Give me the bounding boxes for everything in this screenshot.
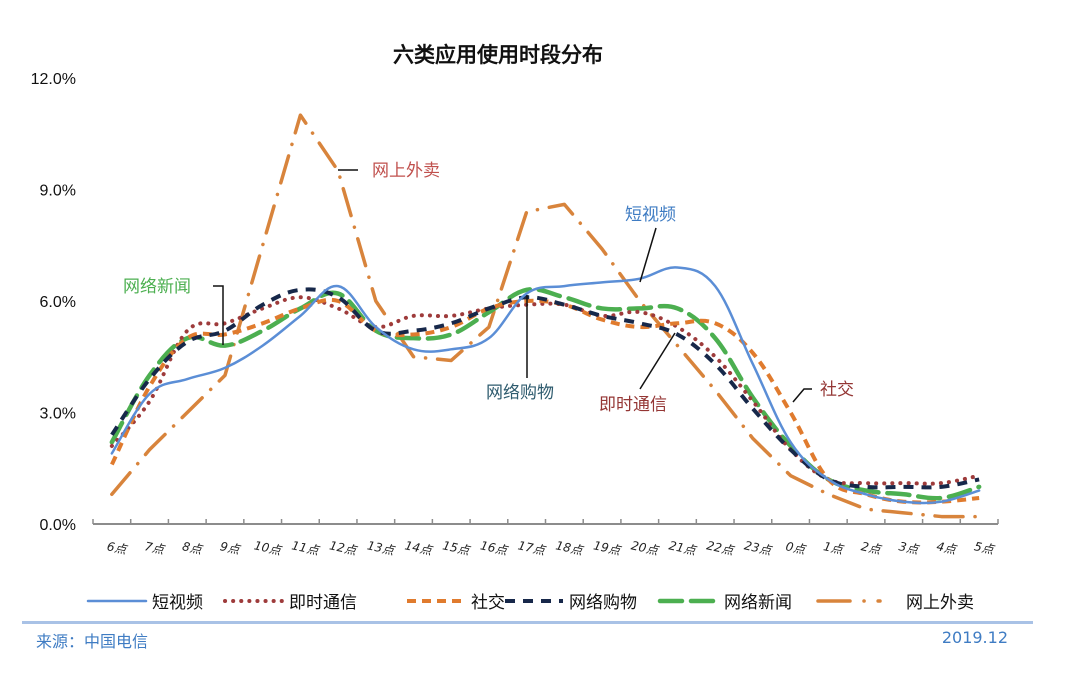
x-tick-label: 13点 (366, 538, 398, 558)
footer-divider (22, 621, 1033, 624)
y-axis: 0.0% 3.0% 6.0% 9.0% 12.0% (31, 71, 76, 534)
annotation-label: 短视频 (625, 205, 676, 225)
y-tick-label: 3.0% (40, 406, 76, 423)
series-line (110, 266, 981, 505)
annotation-label: 网络购物 (486, 383, 554, 403)
annotation-leader-line (639, 332, 676, 390)
x-tick-label: 21点 (668, 538, 700, 558)
x-tick-label: 8点 (181, 539, 205, 557)
x-tick-label: 9点 (219, 539, 243, 557)
x-tick-label: 16点 (479, 538, 511, 558)
x-axis: 6点 7点 8点 9点 10点 11点 12点 13点 14点 15点 16点 17点 18点 19点 20… (92, 519, 999, 558)
legend-label: 社交 (471, 593, 505, 613)
series-line (110, 113, 981, 519)
legend-label: 即时通信 (289, 593, 357, 613)
x-tick-label: 14点 (404, 538, 436, 558)
date-label: 2019.12 (941, 628, 1008, 647)
x-tick-label: 17点 (517, 538, 549, 558)
x-tick-label: 23点 (743, 538, 775, 558)
y-tick-label: 9.0% (40, 183, 76, 200)
x-tick-label: 3点 (897, 539, 921, 557)
x-tick-label: 18点 (554, 538, 586, 558)
source-label: 来源：中国电信 (36, 632, 149, 651)
legend-label: 短视频 (152, 593, 203, 613)
annotation-label: 即时通信 (599, 395, 667, 415)
annotation-label: 网上外卖 (372, 161, 440, 181)
x-tick-label: 10点 (253, 538, 285, 558)
chart-title: 六类应用使用时段分布 (393, 43, 603, 67)
x-tick-label: 1点 (822, 539, 846, 557)
x-tick-label: 2点 (860, 539, 884, 557)
y-tick-label: 6.0% (40, 294, 76, 311)
x-tick-label: 12点 (328, 538, 360, 558)
x-tick-label: 22点 (705, 538, 737, 558)
x-tick-label: 11点 (290, 538, 322, 558)
x-tick-label: 4点 (935, 539, 959, 557)
legend-label: 网络新闻 (724, 593, 792, 613)
annotation-leader-line (639, 227, 657, 283)
annotation-label: 社交 (820, 380, 854, 400)
y-tick-label: 0.0% (40, 517, 76, 534)
x-tick-label: 19点 (592, 538, 624, 558)
x-tick-label: 5点 (973, 539, 997, 557)
x-tick-label: 15点 (441, 538, 473, 558)
x-tick-label: 6点 (106, 539, 130, 557)
x-tick-label: 0点 (784, 539, 808, 557)
y-tick-label: 12.0% (31, 71, 76, 88)
series-line (110, 287, 980, 490)
legend: 短视频 即时通信 社交 网络购物 网络新闻 网上外卖 (86, 593, 974, 613)
x-tick-label: 20点 (630, 538, 662, 558)
annotation-leader-line (213, 285, 224, 345)
legend-label: 网络购物 (569, 593, 637, 613)
annotation-label: 网络新闻 (123, 277, 191, 297)
legend-label: 网上外卖 (906, 593, 974, 613)
x-tick-label: 7点 (143, 539, 167, 557)
annotation-leader-line (792, 388, 812, 403)
series-lines (109, 113, 982, 519)
